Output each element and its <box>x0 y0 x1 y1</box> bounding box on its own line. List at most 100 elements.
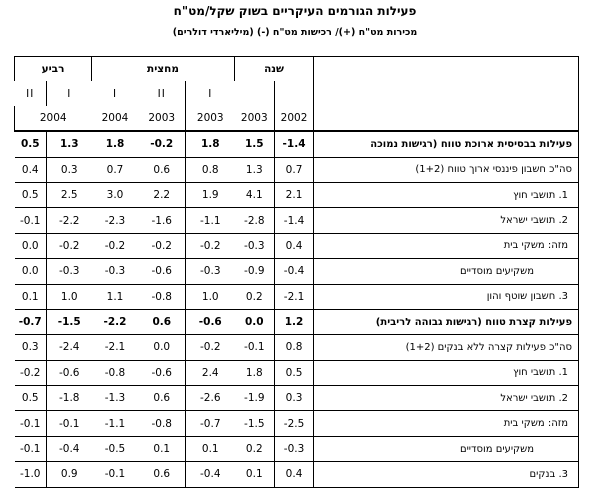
table-cell: 0.2 <box>234 283 275 310</box>
table-row: -0.1 -2.2 -2.3 -1.6 -1.1 -2.8 -1.4 2. תושבי ישר… <box>14 207 580 234</box>
quarter-1-label: I <box>46 81 92 106</box>
row-label: 3. חשבון שוטף והון <box>313 283 580 310</box>
table-cell: 1.3 <box>46 130 92 158</box>
half-2004-1-label: I <box>112 87 118 100</box>
table-cell: -0.4 <box>184 461 235 488</box>
table-cell: -1.4 <box>274 207 314 234</box>
table-cell: -0.8 <box>91 359 139 386</box>
row-label: משקיעים מוסדיים <box>313 258 580 285</box>
table-row: 0.4 0.3 0.7 0.6 0.8 1.3 0.7 סה"כ חשבון פיננסי א… <box>14 156 580 183</box>
half-year-2003-b: 2003 <box>148 111 176 124</box>
table-cell: 0.3 <box>46 156 92 183</box>
header-label-cell <box>313 56 580 82</box>
table-cell: -0.1 <box>234 334 275 361</box>
row-label: 3. בנקים <box>313 461 580 488</box>
table-cell: 1.9 <box>184 181 235 208</box>
table-row: -0.2 -0.6 -0.8 -0.6 2.4 1.8 0.5 1. תושבי חוץ <box>14 359 580 386</box>
table-cell: -1.6 <box>138 207 186 234</box>
table-cell: -0.2 <box>184 334 235 361</box>
table-cell: -0.1 <box>14 410 47 437</box>
table-cell: -0.2 <box>46 232 92 259</box>
table-cell: 2.5 <box>46 181 92 208</box>
table-row: -0.7 -1.5 -2.2 0.6 -0.6 0.0 1.2 פעילות קצרת טוו… <box>14 308 580 335</box>
table-cell: 1.8 <box>184 130 235 158</box>
table-cell: 0.4 <box>274 232 314 259</box>
header-label-cell-2 <box>313 81 580 106</box>
table-row: 0.5 1.3 1.8 -0.2 1.8 1.5 -1.4 פעילות בבסיסית אר… <box>14 130 580 158</box>
table-cell: -0.1 <box>91 461 139 488</box>
year-2002: 2002 <box>274 105 314 132</box>
table-cell: -0.4 <box>46 435 92 462</box>
table-cell: -0.8 <box>138 410 186 437</box>
table-cell: -1.9 <box>234 385 275 411</box>
table-cell: 0.3 <box>14 334 47 361</box>
table-row: 0.0 -0.2 -0.2 -0.2 -0.2 -0.3 0.4 מזה: משקי בית <box>14 232 580 259</box>
table-cell: 1.1 <box>91 283 139 310</box>
table-cell: -0.6 <box>46 359 92 386</box>
table-cell: 1.2 <box>274 308 314 335</box>
table-cell: 0.0 <box>14 258 47 285</box>
table-cell: 0.9 <box>46 461 92 488</box>
data-table: רביע מחצית שנה II I I II I 2004 2004 200… <box>14 56 580 488</box>
half-2003-2-label: II <box>157 87 166 100</box>
table-cell: -0.6 <box>138 359 186 386</box>
group-half: מחצית <box>90 56 235 82</box>
table-row: -0.1 -0.4 -0.5 0.1 0.1 0.2 -0.3 משקיעים מוסדיים <box>14 435 580 462</box>
table-cell: 0.4 <box>14 156 47 183</box>
group-quarter: רביע <box>14 56 92 82</box>
quarter-year: 2004 <box>14 105 92 132</box>
table-cell: 0.6 <box>138 385 186 411</box>
half-2003-1-label: I <box>184 81 235 106</box>
row-label: 2. תושבי ישראל <box>313 385 580 411</box>
row-label: 2. תושבי ישראל <box>313 207 580 234</box>
table-cell: -0.2 <box>138 130 186 158</box>
row-label: משקיעים מוסדיים <box>313 435 580 462</box>
table-row: 0.0 -0.3 -0.3 -0.6 -0.3 -0.9 -0.4 משקיעים מוסדי… <box>14 258 580 285</box>
table-cell: -2.6 <box>184 385 235 411</box>
table-cell: 0.8 <box>274 334 314 361</box>
table-row: 0.3 -2.4 -2.1 0.0 -0.2 -0.1 0.8 סה"כ פעילות קצר… <box>14 334 580 361</box>
header-label-cell-3 <box>313 105 580 132</box>
table-cell: -1.1 <box>91 410 139 437</box>
table-cell: -0.3 <box>91 258 139 285</box>
table-cell: 2.4 <box>184 359 235 386</box>
table-cell: 0.7 <box>274 156 314 183</box>
table-cell: -1.8 <box>46 385 92 411</box>
table-cell: -0.2 <box>14 359 47 386</box>
row-label: פעילות בבסיסית ארוכת טווח (רגישות נמוכה <box>313 130 580 158</box>
table-row: -1.0 0.9 -0.1 0.6 -0.4 0.1 0.4 3. בנקים <box>14 461 580 488</box>
table-cell: -0.8 <box>138 283 186 310</box>
year-2003-blank <box>235 81 275 105</box>
table-cell: -1.5 <box>46 308 92 335</box>
row-label: סה"כ חשבון פיננסי ארוך טווח (1+2) <box>313 156 580 183</box>
header-year-row: 2004 2004 2003 2003 2003 2002 <box>14 105 580 132</box>
table-cell: 1.5 <box>234 130 275 158</box>
table-cell: 0.5 <box>274 359 314 386</box>
table-cell: -2.4 <box>46 334 92 361</box>
year-2003: 2003 <box>240 111 268 124</box>
quarter-2-label: II <box>26 87 35 100</box>
table-cell: 1.8 <box>234 359 275 386</box>
table-cell: 1.0 <box>184 283 235 310</box>
table-cell: -0.2 <box>91 232 139 259</box>
table-cell: -0.3 <box>274 435 314 462</box>
table-cell: 0.4 <box>274 461 314 488</box>
row-label: מזה: משקי בית <box>313 410 580 437</box>
table-cell: -0.7 <box>14 308 47 335</box>
row-label: סה"כ פעילות קצרה ללא בנקים (1+2) <box>313 334 580 361</box>
table-cell: -0.1 <box>14 435 47 462</box>
table-cell: 1.0 <box>46 283 92 310</box>
header-group-row: רביע מחצית שנה <box>14 56 580 82</box>
table-cell: 0.3 <box>274 385 314 411</box>
table-cell: 0.5 <box>14 181 47 208</box>
table-cell: -1.4 <box>274 130 314 158</box>
table-cell: -0.9 <box>234 258 275 285</box>
table-row: 0.5 2.5 3.0 2.2 1.9 4.1 2.1 1. תושבי חוץ <box>14 181 580 208</box>
table-cell: 0.1 <box>138 435 186 462</box>
table-cell: 0.6 <box>138 461 186 488</box>
table-cell: -2.5 <box>274 410 314 437</box>
table-cell: -0.2 <box>184 232 235 259</box>
table-cell: 0.6 <box>138 156 186 183</box>
table-cell: 0.0 <box>234 308 275 335</box>
page-title: פעילות הגורמים העיקריים בשוק שקל/מט"ח <box>173 4 417 18</box>
